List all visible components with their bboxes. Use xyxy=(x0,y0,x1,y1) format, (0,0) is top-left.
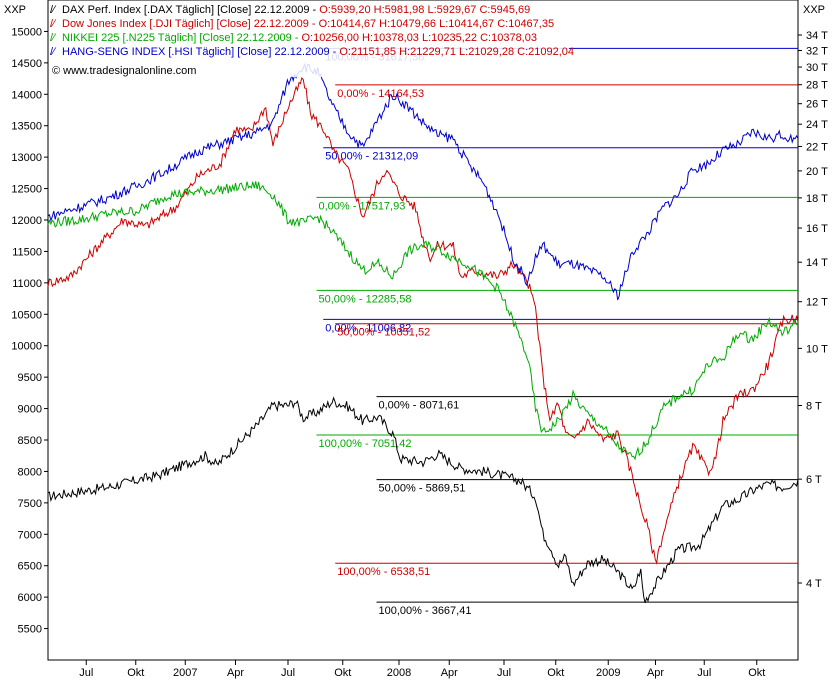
legend-entry-ohlc: O:10414,67 H:10479,66 L:10414,67 C:10467… xyxy=(319,18,554,30)
right-tick-label: 16 T xyxy=(806,223,828,235)
left-axis: 5500 6000 6500 7000 7500 8000 8500 9000 9500 1000… xyxy=(11,26,48,636)
left-tick-label: 6000 xyxy=(18,592,42,604)
right-tick-label: 18 T xyxy=(806,193,828,205)
x-tick-label: 2008 xyxy=(387,667,411,679)
right-tick-label: 14 T xyxy=(806,257,828,269)
legend-entry-name: DAX Perf. Index [.DAX Täglich] [Close] 2… xyxy=(62,4,319,16)
fib-level-label: 50,00% - 10351,52 xyxy=(337,327,430,339)
fib-level-label: 100,00% - 3667,41 xyxy=(379,605,472,617)
right-tick-label: 34 T xyxy=(806,30,828,42)
legend-entry-name: NIKKEI 225 [.N225 Täglich] [Close] 22.12… xyxy=(62,32,302,44)
left-tick-label: 9500 xyxy=(18,372,42,384)
fib-level-label: 0,00% - 11006,82 xyxy=(325,322,411,334)
right-tick-label: 4 T xyxy=(806,578,822,590)
x-tick-label: Apr xyxy=(227,667,244,679)
x-tick-label: 2009 xyxy=(596,667,620,679)
left-tick-label: 11500 xyxy=(12,246,42,258)
x-tick-label: Jul xyxy=(281,667,295,679)
legend-entry-ohlc: O:21151,85 H:21229,71 L:21029,28 C:21092… xyxy=(339,46,574,58)
legend-entry-name: Dow Jones Index [.DJI Täglich] [Close] 2… xyxy=(62,18,319,30)
left-tick-label: 5500 xyxy=(18,624,42,636)
right-tick-label: 20 T xyxy=(806,166,828,178)
legend-entry: DAX Perf. Index [.DAX Täglich] [Close] 2… xyxy=(62,4,530,16)
x-tick-label: Okt xyxy=(547,667,564,679)
left-tick-label: 14500 xyxy=(11,58,42,70)
right-tick-label: 28 T xyxy=(806,80,828,92)
fib-level-label: 50,00% - 12285,58 xyxy=(319,293,412,305)
fib-level-label: 50,00% - 5869,51 xyxy=(379,483,466,495)
x-tick-label: Okt xyxy=(748,667,765,679)
left-tick-label: 15000 xyxy=(11,26,42,38)
right-tick-label: 22 T xyxy=(806,141,828,153)
left-tick-label: 8000 xyxy=(18,466,42,478)
right-tick-label: 6 T xyxy=(806,474,822,486)
right-tick-label: 12 T xyxy=(806,297,828,309)
fib-level-label: 100,00% - 6538,51 xyxy=(337,566,430,578)
series-lines xyxy=(47,62,799,604)
legend-entry: HANG-SENG INDEX [.HSI Täglich] [Close] 2… xyxy=(62,46,574,58)
left-tick-label: 12500 xyxy=(11,184,42,196)
right-tick-label: 30 T xyxy=(806,62,828,74)
fib-level-label: 0,00% - 8071,61 xyxy=(379,400,460,412)
x-tick-label: Okt xyxy=(334,667,351,679)
series-line xyxy=(47,181,799,461)
x-tick-label: Jul xyxy=(79,667,93,679)
left-tick-label: 13000 xyxy=(11,152,42,164)
fib-level-label: 100,00% - 7051,42 xyxy=(319,438,412,450)
right-tick-label: 26 T xyxy=(806,99,828,111)
left-axis-label: XXP xyxy=(4,4,26,16)
legend-entry: NIKKEI 225 [.N225 Täglich] [Close] 22.12… xyxy=(62,32,537,44)
right-tick-label: 32 T xyxy=(806,46,828,58)
x-tick-label: Jul xyxy=(697,667,711,679)
series-line xyxy=(47,62,799,301)
x-tick-label: 2007 xyxy=(173,667,197,679)
left-tick-label: 10500 xyxy=(11,309,42,321)
right-tick-label: 10 T xyxy=(806,343,828,355)
legend-line-icon: /∕ xyxy=(50,46,57,58)
left-tick-label: 13500 xyxy=(11,121,42,133)
fib-level-label: 0,00% - 17517,93 xyxy=(319,200,406,212)
series-line xyxy=(47,76,799,565)
legend: /∕ DAX Perf. Index [.DAX Täglich] [Close]… xyxy=(49,1,574,77)
left-tick-label: 10000 xyxy=(11,341,42,353)
right-axis-label: XXP xyxy=(803,4,825,16)
left-tick-label: 8500 xyxy=(18,435,42,447)
legend-entry: Dow Jones Index [.DJI Täglich] [Close] 2… xyxy=(62,18,554,30)
legend-line-icon: /∕ xyxy=(50,32,57,44)
legend-entry-name: HANG-SENG INDEX [.HSI Täglich] [Close] 2… xyxy=(62,46,339,58)
left-tick-label: 6500 xyxy=(18,561,42,573)
left-tick-label: 12000 xyxy=(11,215,42,227)
x-tick-label: Jul xyxy=(497,667,511,679)
legend-background xyxy=(49,1,569,77)
left-tick-label: 7000 xyxy=(18,529,42,541)
left-tick-label: 11000 xyxy=(12,278,42,290)
series-line xyxy=(47,396,799,604)
left-tick-label: 9000 xyxy=(18,404,42,416)
x-axis: Jul Okt 2007 Apr Jul Okt 2008 Apr Jul Okt 2009 Apr J… xyxy=(79,660,765,679)
legend-entry-ohlc: O:10256,00 H:10378,03 L:10235,22 C:10378… xyxy=(302,32,537,44)
right-tick-label: 8 T xyxy=(806,401,822,413)
fib-level-label: 0,00% - 14164,53 xyxy=(337,88,424,100)
fib-level-label: 50,00% - 21312,09 xyxy=(325,151,418,163)
right-tick-label: 24 T xyxy=(806,119,828,131)
left-tick-label: 7500 xyxy=(18,498,42,510)
right-axis: 4 T 6 T 8 T 10 T 12 T 14 T 16 T 18 T 20 T 22 T 24 … xyxy=(798,30,828,590)
x-tick-label: Apr xyxy=(441,667,458,679)
x-tick-label: Okt xyxy=(127,667,144,679)
copyright: © www.tradesignalonline.com xyxy=(52,65,196,77)
legend-entry-ohlc: O:5939,20 H:5981,98 L:5929,67 C:5945,69 xyxy=(319,4,530,16)
left-tick-label: 14000 xyxy=(11,89,42,101)
legend-line-icon: /∕ xyxy=(50,4,57,16)
plot-frame xyxy=(47,0,799,661)
x-tick-label: Apr xyxy=(647,667,664,679)
legend-line-icon: /∕ xyxy=(50,18,57,30)
